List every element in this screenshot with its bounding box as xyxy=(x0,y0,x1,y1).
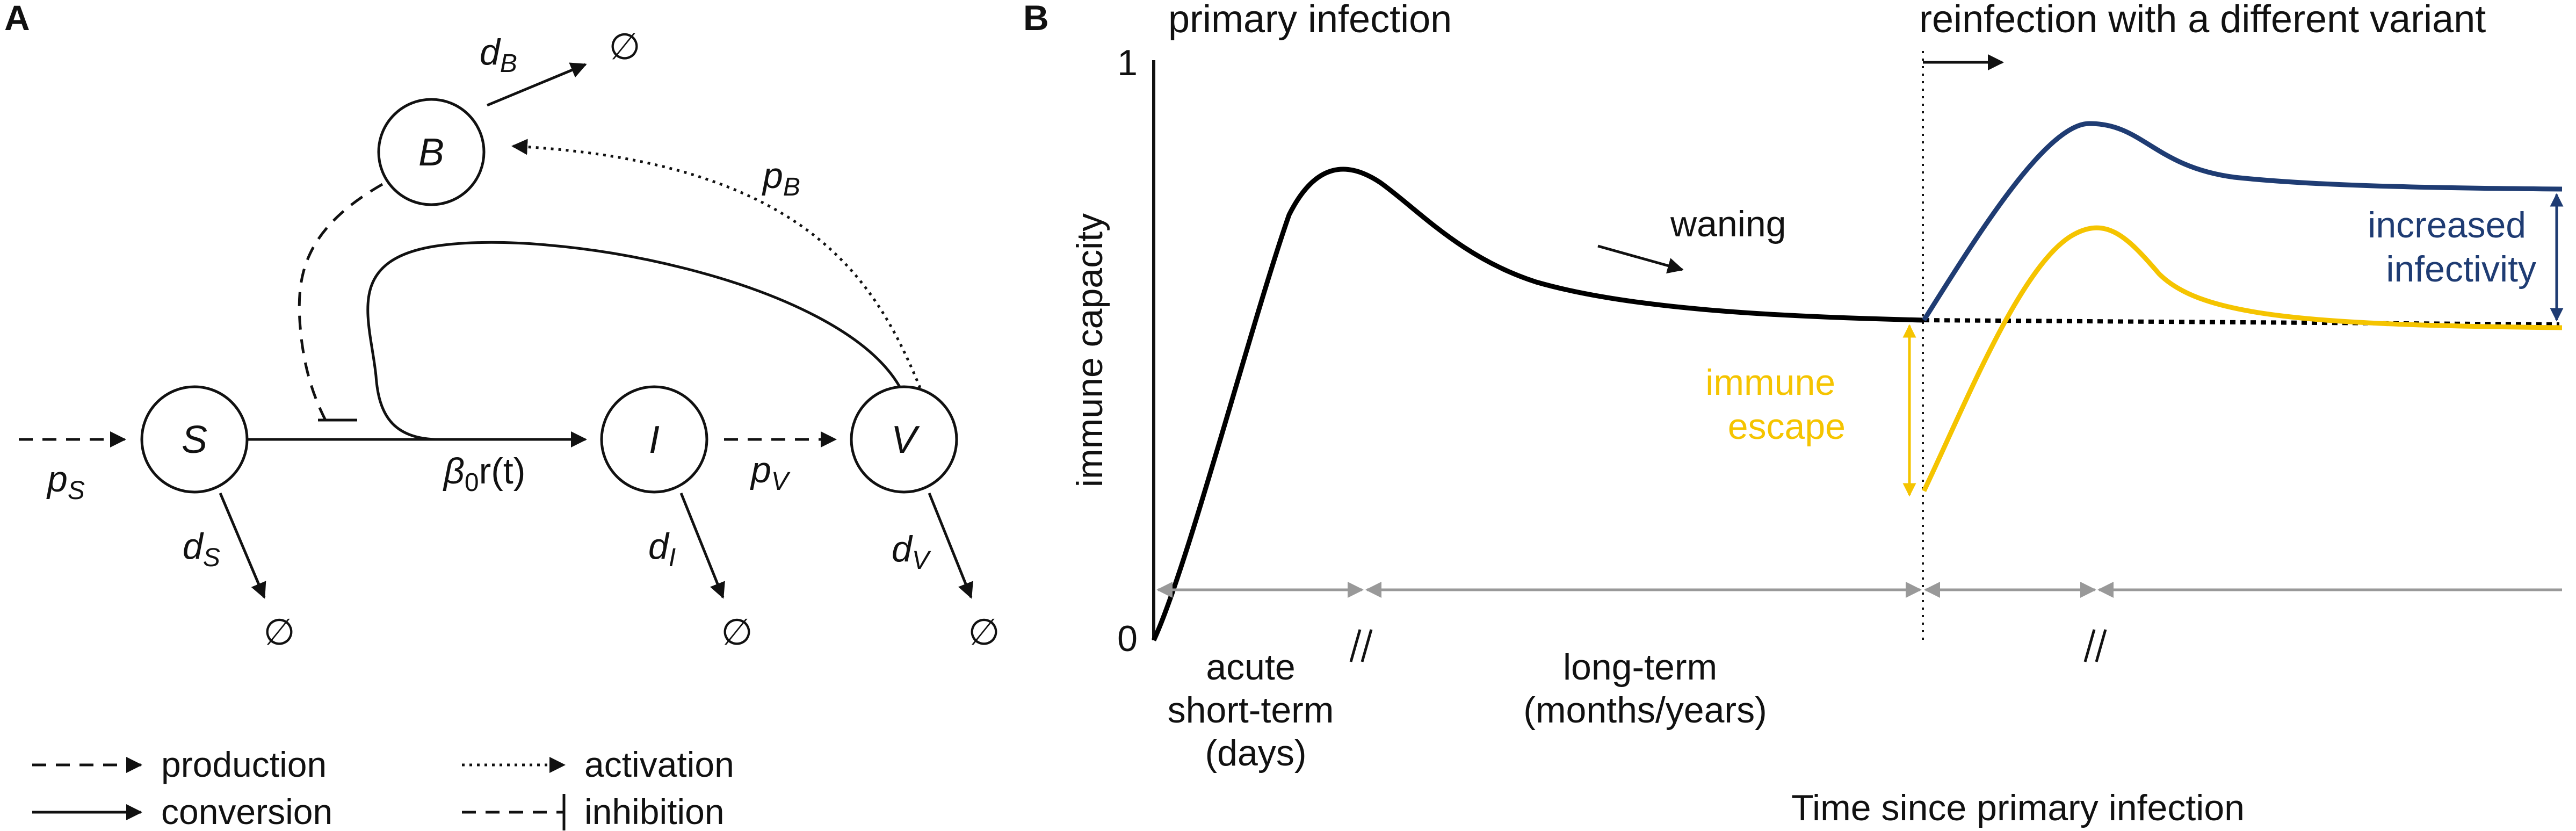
increased-infectivity-label: increased infectivity xyxy=(2368,205,2536,290)
period-acute-line-2: short-term xyxy=(1168,690,1334,731)
header-primary-infection: primary infection xyxy=(1168,0,1452,41)
node-i: I xyxy=(600,385,708,494)
node-v-label: V xyxy=(891,418,920,461)
rate-p-v: pV xyxy=(750,450,791,496)
increased-infectivity-line-2: infectivity xyxy=(2386,249,2536,290)
null-s: ∅ xyxy=(263,612,295,653)
panel-b-label: B xyxy=(1023,0,1049,38)
waning-label: waning xyxy=(1670,204,1786,244)
rate-d-v: dV xyxy=(892,529,931,575)
increased-infectivity-line-1: increased xyxy=(2368,205,2526,245)
degradation-arrow-i xyxy=(679,493,725,599)
immune-escape-line-1: immune xyxy=(1705,362,1835,403)
legend-activation: activation xyxy=(584,745,734,784)
header-reinfection: reinfection with a different variant xyxy=(1919,0,2486,41)
inhibition-b xyxy=(298,183,383,425)
node-i-label: I xyxy=(649,418,660,461)
degradation-arrow-s xyxy=(219,493,266,599)
node-b: B xyxy=(377,98,486,206)
y-axis-label: immune capacity xyxy=(1069,213,1110,487)
legend-conversion: conversion xyxy=(161,792,332,831)
primary-response-curve xyxy=(1151,167,1924,641)
legend-inhibition: inhibition xyxy=(584,792,725,831)
period-acute-label: acute short-term (days) xyxy=(1168,647,1344,774)
y-tick-1: 1 xyxy=(1117,42,1138,83)
legend-production: production xyxy=(161,745,327,784)
rate-d-i: dI xyxy=(648,526,676,572)
waning-arrow xyxy=(1597,244,1684,274)
null-b: ∅ xyxy=(609,26,640,67)
v-loop-curve xyxy=(366,241,901,441)
period-acute-line-1: acute xyxy=(1206,647,1295,688)
rate-p-b: pB xyxy=(762,155,800,201)
panel-a: A S I V B pS β0r(t) pB xyxy=(4,0,1000,831)
period-acute-line-3: (days) xyxy=(1205,733,1307,774)
degradation-arrow-b xyxy=(487,62,587,107)
degradation-arrow-v xyxy=(928,493,973,599)
reinfection-blue-curve xyxy=(1922,121,2563,322)
immune-escape-label: immune escape xyxy=(1705,362,1846,447)
baseline-dotted xyxy=(1923,318,2560,327)
null-v: ∅ xyxy=(968,612,1000,653)
period-long-label: long-term (months/years) xyxy=(1523,647,1767,731)
period-long-line-2: (months/years) xyxy=(1523,690,1767,731)
node-s-label: S xyxy=(182,418,207,461)
x-axis-label: Time since primary infection xyxy=(1791,787,2245,828)
reinfection-yellow-curve xyxy=(1921,225,2563,492)
rate-d-s: dS xyxy=(183,526,220,572)
axis-break-1 xyxy=(1349,629,1373,662)
activation-v-b xyxy=(511,139,922,388)
null-i: ∅ xyxy=(721,612,752,653)
node-s: S xyxy=(140,385,249,494)
legend: production conversion activation inhibit… xyxy=(32,745,734,831)
node-v: V xyxy=(850,385,958,494)
y-tick-0: 0 xyxy=(1117,618,1138,659)
axis-break-2 xyxy=(2083,629,2107,662)
rate-p-s: pS xyxy=(46,459,85,505)
period-long-line-1: long-term xyxy=(1563,647,1717,688)
node-b-label: B xyxy=(418,131,444,174)
rate-d-b: dB xyxy=(480,32,517,78)
immune-escape-line-2: escape xyxy=(1728,406,1846,447)
panel-a-label: A xyxy=(4,0,30,38)
panel-b: B primary infection reinfection with a d… xyxy=(1023,0,2564,828)
rate-beta: β0r(t) xyxy=(443,451,525,497)
